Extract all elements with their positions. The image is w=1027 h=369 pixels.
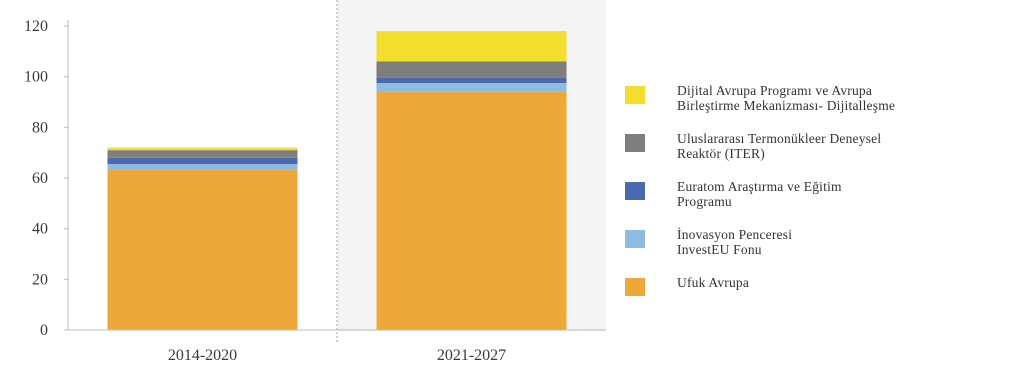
legend-label: Uluslararası Termonükleer Deneysel Reakt… (677, 131, 882, 161)
legend-swatch (625, 86, 645, 104)
y-tick-label: 0 (40, 322, 48, 339)
legend-swatch (625, 230, 645, 248)
legend-item: Uluslararası Termonükleer Deneysel Reakt… (625, 131, 1025, 168)
y-tick-label: 100 (24, 69, 48, 86)
bar-segment (107, 150, 298, 158)
y-tick-label: 80 (32, 119, 48, 136)
bar-segment (376, 77, 567, 83)
y-tick-label: 120 (24, 18, 48, 35)
legend-label: Ufuk Avrupa (677, 275, 750, 290)
legend-item: Dijital Avrupa Programı ve Avrupa Birleş… (625, 83, 1025, 120)
bar-segment (107, 164, 298, 170)
bar-segment (376, 31, 567, 62)
bar-segment (376, 91, 567, 330)
legend-swatch (625, 134, 645, 152)
y-tick-label: 20 (32, 271, 48, 288)
legend-swatch (625, 278, 645, 296)
bar-segment (376, 61, 567, 78)
bar-segment (107, 157, 298, 165)
x-category-label: 2021-2027 (437, 347, 506, 364)
legend-label: İnovasyon Penceresi InvestEU Fonu (677, 227, 793, 257)
y-tick-label: 60 (32, 170, 48, 187)
bar-segment (376, 83, 567, 92)
legend-item: İnovasyon Penceresi InvestEU Fonu (625, 227, 1025, 264)
x-category-label: 2014-2020 (168, 347, 237, 364)
bar-segment (107, 169, 298, 330)
y-tick-label: 40 (32, 221, 48, 238)
bar-segment (107, 147, 298, 151)
legend-label: Euratom Araştırma ve Eğitim Programu (677, 179, 842, 209)
legend-swatch (625, 182, 645, 200)
legend-item: Ufuk Avrupa (625, 275, 1025, 312)
legend-item: Euratom Araştırma ve Eğitim Programu (625, 179, 1025, 216)
legend-label: Dijital Avrupa Programı ve Avrupa Birleş… (677, 83, 896, 113)
